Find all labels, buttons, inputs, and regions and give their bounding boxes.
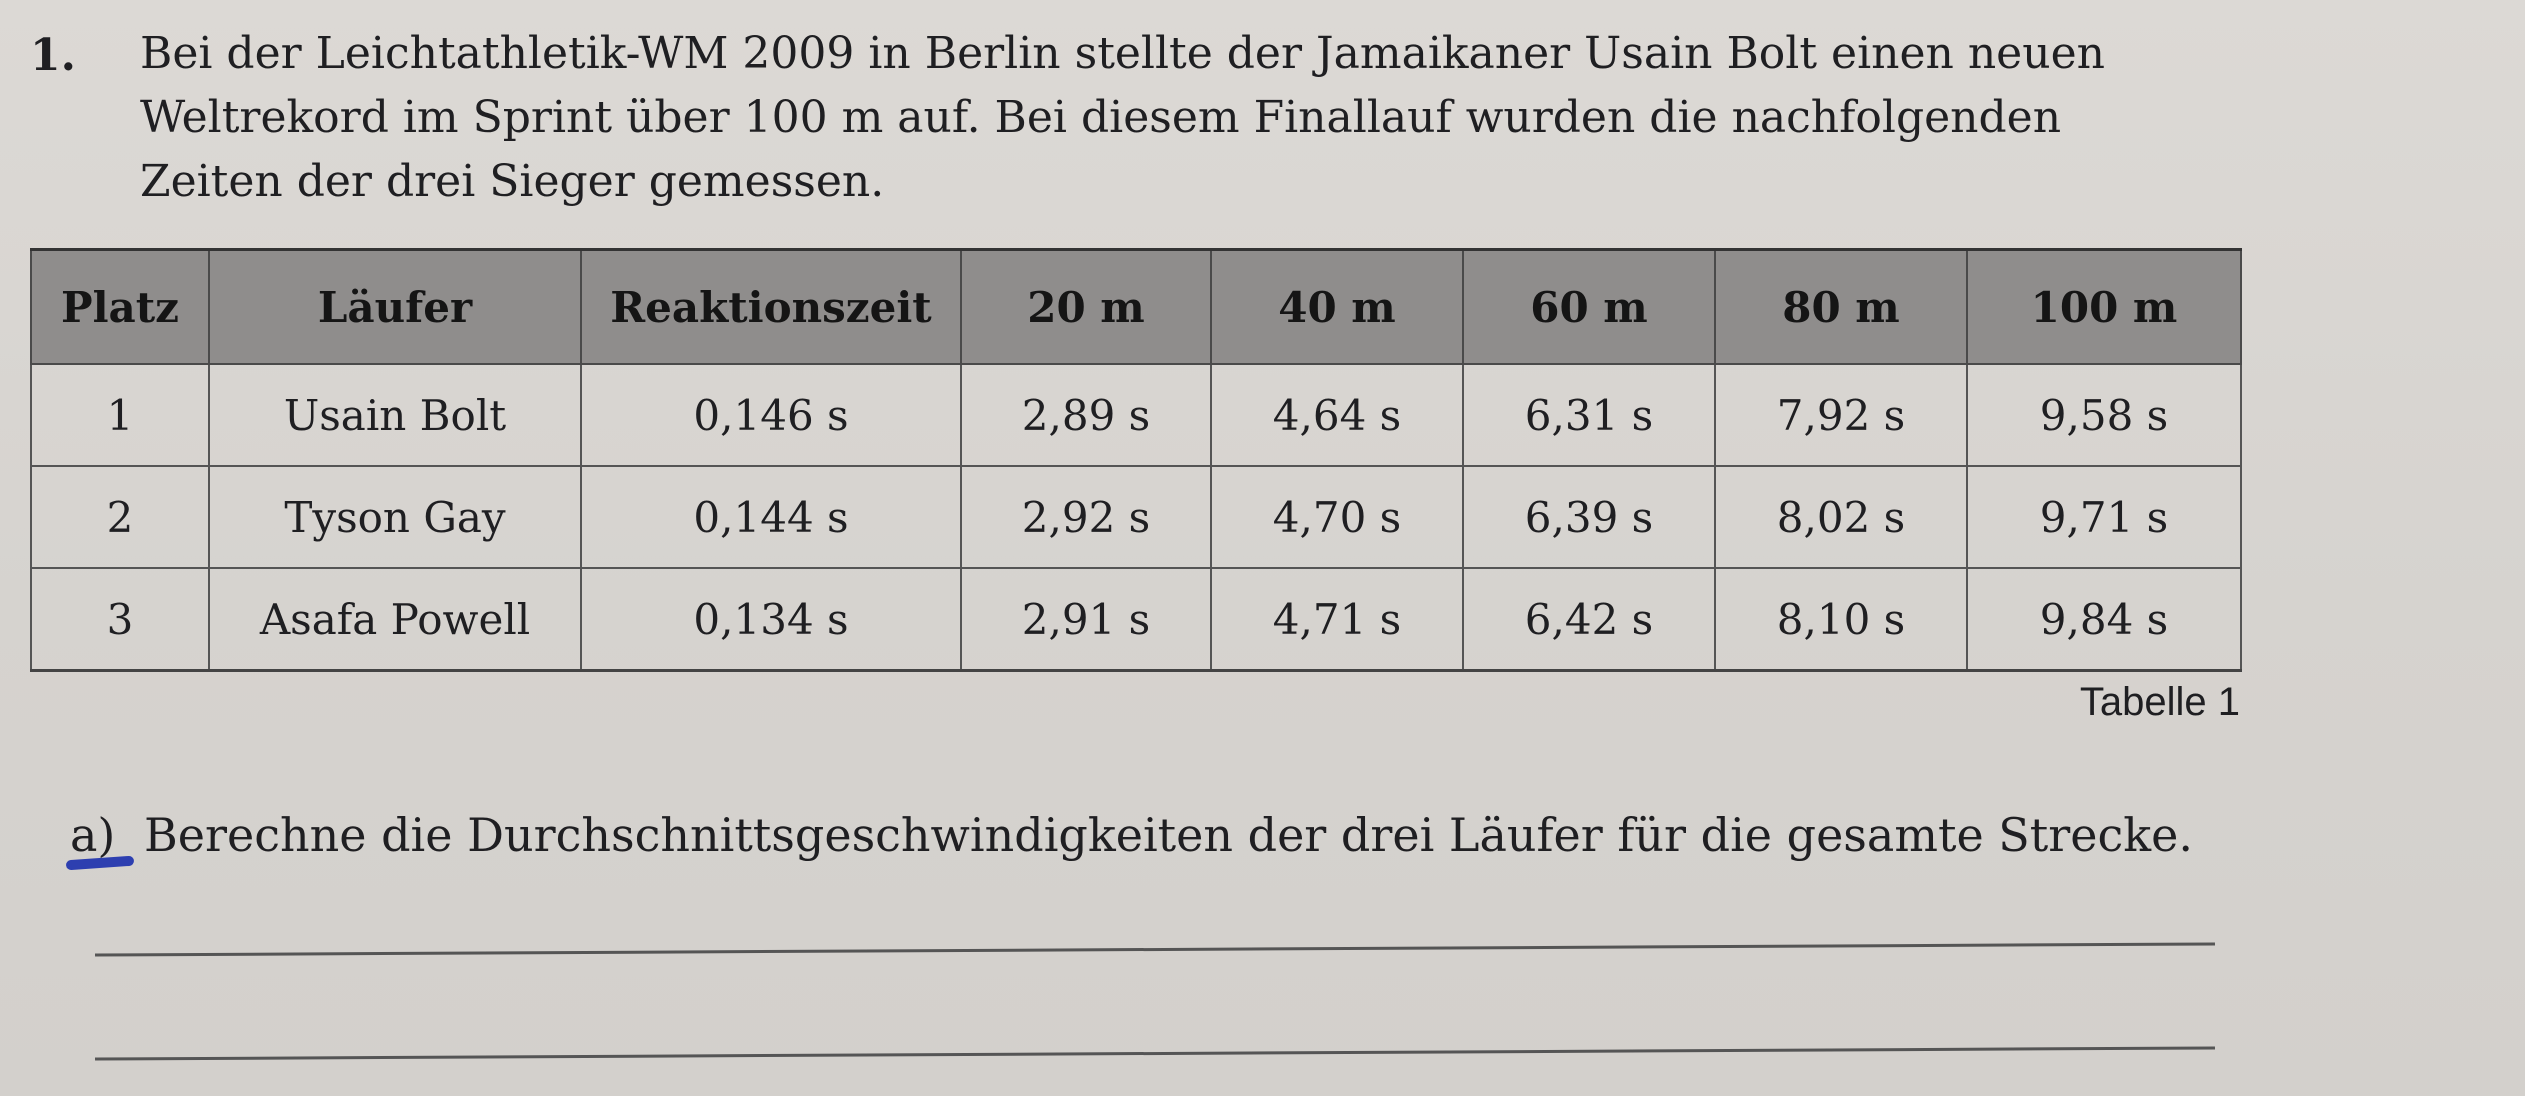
subtask-a: a) Berechne die Durchschnittsgeschwindig… [65,808,2193,871]
header-platz: Platz [30,248,210,365]
table-cell: 0,146 s [580,363,962,467]
header-laeufer: Läufer [208,248,582,365]
intro-line-3: Zeiten der drei Sieger gemessen. [140,156,885,207]
answer-line[interactable] [95,942,2215,957]
table-cell: 9,84 s [1966,567,2242,672]
table-cell: 9,71 s [1966,465,2242,569]
subtask-text: Berechne die Durchschnittsgeschwindigkei… [144,808,2193,862]
intro-line-2: Weltrekord im Sprint über 100 m auf. Bei… [140,92,2062,143]
table-cell: 1 [30,363,210,467]
table-cell: 7,92 s [1714,363,1968,467]
table-cell: 0,134 s [580,567,962,672]
table-caption: Tabelle 1 [2079,680,2240,724]
header-40m: 40 m [1210,248,1464,365]
subtask-label-text: a) [70,808,116,862]
intro-line-1: Bei der Leichtathletik-WM 2009 in Berlin… [140,28,2105,79]
table-header-row: Platz Läufer Reaktionszeit 20 m 40 m 60 … [30,248,2242,365]
header-100m: 100 m [1966,248,2242,365]
table-cell: 4,64 s [1210,363,1464,467]
table-cell: 6,31 s [1462,363,1716,467]
table-cell: Tyson Gay [208,465,582,569]
table-cell: 8,10 s [1714,567,1968,672]
table-cell: 6,42 s [1462,567,1716,672]
table-cell: 4,70 s [1210,465,1464,569]
table-row: 1 Usain Bolt 0,146 s 2,89 s 4,64 s 6,31 … [30,363,2242,467]
task-number: 1. [30,30,76,81]
table-cell: 2,91 s [960,567,1212,672]
subtask-label: a) [65,808,135,871]
task-intro: Bei der Leichtathletik-WM 2009 in Berlin… [140,22,2260,214]
table-cell: 0,144 s [580,465,962,569]
header-reaktionszeit: Reaktionszeit [580,248,962,365]
table-cell: Asafa Powell [208,567,582,672]
table-row: 2 Tyson Gay 0,144 s 2,92 s 4,70 s 6,39 s… [30,465,2242,569]
sprint-times-table: Platz Läufer Reaktionszeit 20 m 40 m 60 … [30,248,2242,672]
header-80m: 80 m [1714,248,1968,365]
table-cell: 6,39 s [1462,465,1716,569]
table-cell: 9,58 s [1966,363,2242,467]
table-cell: 2 [30,465,210,569]
header-60m: 60 m [1462,248,1716,365]
table-row: 3 Asafa Powell 0,134 s 2,91 s 4,71 s 6,4… [30,567,2242,672]
table-cell: 2,89 s [960,363,1212,467]
table-cell: 8,02 s [1714,465,1968,569]
header-20m: 20 m [960,248,1212,365]
table-cell: Usain Bolt [208,363,582,467]
table-cell: 4,71 s [1210,567,1464,672]
table-cell: 3 [30,567,210,672]
answer-line[interactable] [95,1046,2215,1061]
table-cell: 2,92 s [960,465,1212,569]
